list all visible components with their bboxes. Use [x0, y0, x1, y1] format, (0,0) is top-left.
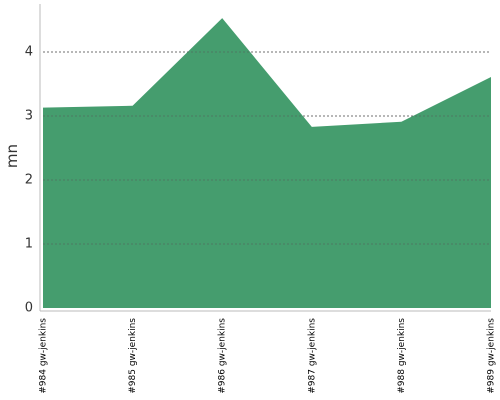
x-tick-label: #987 gw-jenkins [307, 318, 317, 394]
y-tick-label: 1 [25, 237, 33, 252]
y-tick-label: 0 [25, 301, 33, 316]
x-tick-label: #984 gw-jenkins [39, 318, 49, 394]
x-tick-label: #985 gw-jenkins [128, 318, 138, 394]
y-axis-label: mn [3, 144, 21, 168]
y-tick-label: 2 [25, 173, 33, 188]
x-tick-label: #989 gw-jenkins [487, 318, 497, 394]
y-tick-label: 4 [25, 45, 33, 60]
x-tick-label: #986 gw-jenkins [218, 318, 228, 394]
area [43, 18, 491, 309]
y-tick-label: 3 [25, 109, 33, 124]
x-tick-label: #988 gw-jenkins [397, 318, 407, 394]
